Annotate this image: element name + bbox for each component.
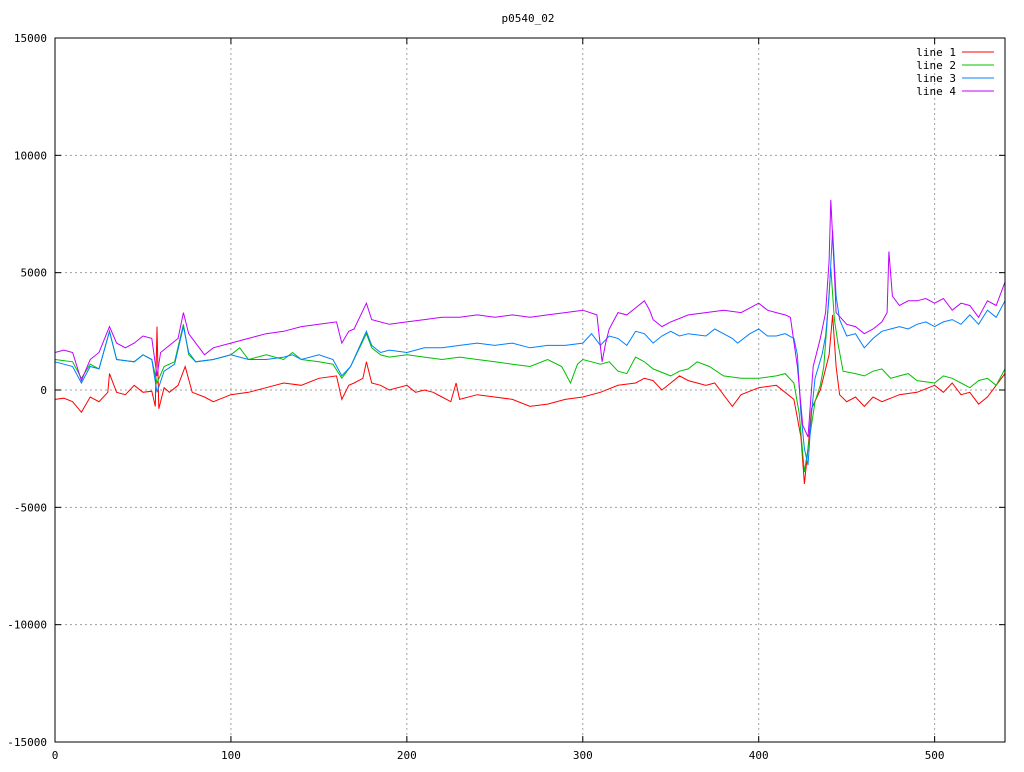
- series-line-3: [54, 230, 1006, 466]
- x-tick-label: 500: [925, 749, 945, 762]
- plot-frame: [54, 37, 1006, 743]
- legend-label: line 2: [916, 59, 956, 72]
- series-group: [54, 199, 1006, 484]
- x-tick-label: 400: [749, 749, 769, 762]
- legend-label: line 1: [916, 46, 956, 59]
- x-tick-label: 100: [221, 749, 241, 762]
- chart-title: p0540_02: [502, 12, 555, 25]
- legend-label: line 3: [916, 72, 956, 85]
- grid: [55, 38, 1005, 742]
- series-line-1: [54, 314, 1006, 484]
- y-tick-label: -10000: [7, 619, 47, 632]
- x-tick-label: 200: [397, 749, 417, 762]
- y-tick-label: 0: [40, 384, 47, 397]
- x-tick-label: 0: [52, 749, 59, 762]
- series-line-2: [54, 267, 1006, 473]
- legend-label: line 4: [916, 85, 956, 98]
- y-tick-label: 5000: [21, 267, 48, 280]
- x-tick-label: 300: [573, 749, 593, 762]
- y-tick-label: 10000: [14, 149, 47, 162]
- axes: 0 100 200 300 400 500 -15000 -10000 -5000 0 5000 10…: [7, 32, 1005, 762]
- y-tick-label: -5000: [14, 501, 47, 514]
- y-tick-label: 15000: [14, 32, 47, 45]
- series-line-4: [54, 199, 1006, 438]
- y-tick-label: -15000: [7, 736, 47, 749]
